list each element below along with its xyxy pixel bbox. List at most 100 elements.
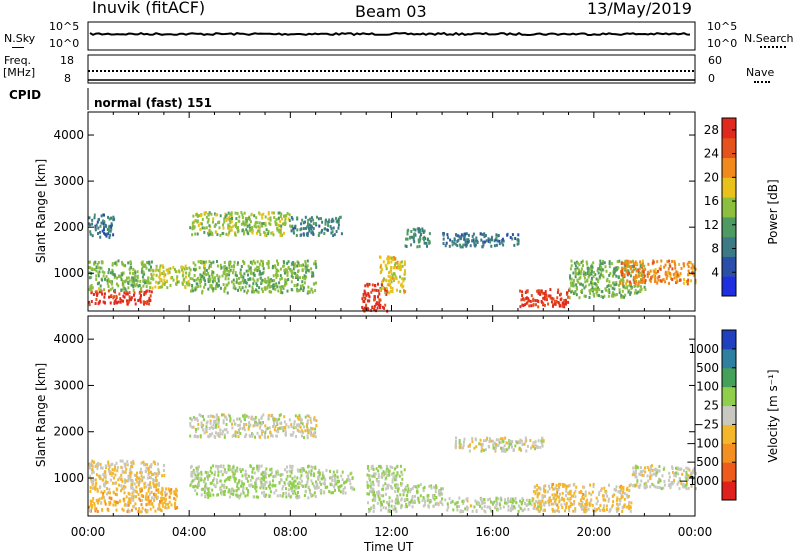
velocity-cell-2 bbox=[213, 415, 216, 419]
power-cell-4 bbox=[207, 279, 210, 283]
velocity-cell-1 bbox=[125, 479, 128, 483]
velocity-cell-10 bbox=[643, 485, 646, 489]
velocity-cell-10 bbox=[694, 472, 697, 475]
velocity-cell-9 bbox=[566, 497, 569, 501]
velocity-cell-9 bbox=[573, 482, 576, 486]
velocity-ytick-label: 4000 bbox=[53, 332, 84, 346]
power-cell-5 bbox=[200, 222, 203, 226]
velocity-cell-9 bbox=[605, 491, 608, 495]
power-cell-13 bbox=[678, 274, 681, 277]
power-cell-11 bbox=[527, 299, 530, 303]
velocity-cell-6 bbox=[433, 485, 435, 489]
power-cell-11 bbox=[543, 303, 546, 307]
velocity-cell-1 bbox=[123, 462, 126, 466]
velocity-cell-7 bbox=[494, 448, 497, 451]
power-cell-3 bbox=[158, 275, 161, 279]
velocity-cell-8 bbox=[490, 509, 493, 513]
velocity-cell-2 bbox=[301, 434, 303, 438]
velocity-cell-9 bbox=[623, 504, 625, 508]
velocity-cell-7 bbox=[482, 439, 485, 443]
velocity-cell-3 bbox=[222, 490, 225, 494]
velocity-cell-8 bbox=[509, 497, 512, 501]
power-cell-12 bbox=[574, 291, 577, 295]
velocity-cell-9 bbox=[626, 486, 629, 490]
velocity-cell-1 bbox=[104, 473, 107, 477]
velocity-cell-2 bbox=[258, 421, 261, 425]
velocity-cell-3 bbox=[310, 472, 313, 476]
power-cell-11 bbox=[544, 290, 547, 294]
velocity-cell-6 bbox=[440, 487, 443, 491]
velocity-cell-4 bbox=[334, 479, 337, 483]
power-cell-1 bbox=[132, 272, 135, 275]
velocity-cell-3 bbox=[213, 473, 216, 477]
velocity-cell-10 bbox=[658, 465, 661, 468]
velocity-cell-7 bbox=[454, 442, 457, 446]
velocity-cell-3 bbox=[264, 470, 267, 474]
velocity-cell-4 bbox=[334, 473, 337, 477]
velocity-cell-2 bbox=[244, 414, 247, 418]
power-cell-12 bbox=[597, 280, 600, 284]
power-cell-8 bbox=[400, 260, 403, 264]
power-cell-2 bbox=[109, 233, 112, 237]
velocity-cell-0 bbox=[148, 502, 151, 506]
power-cell-1 bbox=[145, 266, 148, 270]
velocity-cell-9 bbox=[543, 489, 546, 493]
velocity-cell-6 bbox=[406, 497, 409, 501]
power-cell-5 bbox=[207, 212, 210, 216]
power-cell-12 bbox=[597, 278, 600, 282]
velocity-cell-6 bbox=[404, 505, 407, 509]
velocity-cell-4 bbox=[343, 480, 346, 484]
power-cell-5 bbox=[238, 219, 241, 223]
power-cell-13 bbox=[671, 278, 674, 281]
velocity-cell-10 bbox=[638, 486, 641, 489]
power-cell-12 bbox=[607, 289, 610, 293]
power-cell-6 bbox=[335, 216, 337, 220]
power-cell-13 bbox=[633, 266, 636, 270]
power-cell-12 bbox=[584, 280, 587, 284]
power-cell-11 bbox=[550, 300, 553, 304]
power-cell-10 bbox=[481, 245, 484, 249]
power-cell-3 bbox=[164, 281, 167, 285]
velocity-cell-9 bbox=[550, 483, 553, 486]
velocity-cell-3 bbox=[265, 476, 268, 480]
velocity-cell-7 bbox=[503, 444, 506, 448]
velocity-cell-3 bbox=[304, 484, 307, 488]
power-cell-10 bbox=[463, 235, 466, 239]
power-cell-0 bbox=[137, 299, 140, 303]
velocity-cell-5 bbox=[375, 479, 378, 483]
power-cell-5 bbox=[223, 217, 226, 221]
velocity-cell-3 bbox=[204, 482, 207, 486]
velocity-cell-5 bbox=[398, 474, 401, 478]
power-cell-1 bbox=[114, 274, 117, 278]
velocity-cell-3 bbox=[190, 474, 193, 478]
power-cell-3 bbox=[159, 273, 162, 277]
power-cell-3 bbox=[168, 267, 171, 271]
velocity-cell-3 bbox=[268, 494, 271, 498]
velocity-cell-8 bbox=[466, 506, 469, 510]
power-cell-8 bbox=[384, 263, 387, 267]
velocity-cell-0 bbox=[142, 494, 144, 498]
power-cell-4 bbox=[272, 274, 275, 278]
velocity-cell-3 bbox=[294, 491, 297, 495]
power-cell-12 bbox=[596, 289, 599, 293]
power-cell-4 bbox=[249, 266, 252, 270]
velocity-cell-1 bbox=[96, 467, 99, 471]
velocity-cell-0 bbox=[145, 503, 148, 507]
velocity-cell-2 bbox=[280, 426, 283, 430]
velocity-cell-9 bbox=[595, 496, 598, 500]
velocity-cell-4 bbox=[316, 484, 319, 488]
power-cell-10 bbox=[493, 244, 496, 248]
power-cell-13 bbox=[657, 269, 659, 273]
power-cell-12 bbox=[582, 264, 584, 268]
power-cell-4 bbox=[252, 259, 255, 263]
velocity-cell-9 bbox=[598, 493, 601, 496]
power-cell-0 bbox=[115, 294, 118, 298]
velocity-cell-7 bbox=[495, 438, 498, 442]
power-cell-5 bbox=[261, 222, 264, 226]
power-cell-6 bbox=[338, 216, 341, 220]
velocity-cell-1 bbox=[121, 470, 124, 473]
velocity-cell-5 bbox=[388, 503, 390, 507]
velocity-cell-2 bbox=[203, 431, 206, 435]
velocity-cell-1 bbox=[103, 482, 106, 486]
velocity-cell-10 bbox=[687, 476, 690, 480]
